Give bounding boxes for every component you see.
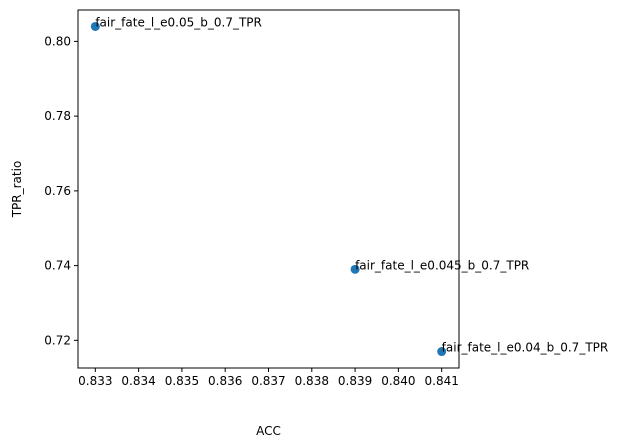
y-tick-label: 0.76 xyxy=(44,184,71,198)
point-label: fair_fate_l_e0.045_b_0.7_TPR xyxy=(355,258,529,272)
x-tick-label: 0.834 xyxy=(121,374,155,388)
scatter-point xyxy=(437,347,447,357)
y-tick-label: 0.74 xyxy=(44,259,71,273)
x-tick-label: 0.836 xyxy=(208,374,242,388)
y-tick-label: 0.72 xyxy=(44,333,71,347)
scatter-point xyxy=(350,264,360,274)
plot-frame xyxy=(77,9,460,369)
scatter-point xyxy=(90,21,100,31)
x-tick-label: 0.835 xyxy=(165,374,199,388)
x-tick-label: 0.833 xyxy=(78,374,112,388)
x-tick-label: 0.840 xyxy=(381,374,415,388)
y-tick-label: 0.80 xyxy=(44,34,71,48)
y-axis: 0.72 0.74 0.76 0.78 0.80 xyxy=(44,34,78,347)
x-axis: 0.833 0.834 0.835 0.836 0.837 0.838 0.839 0.840… xyxy=(78,368,459,388)
data-points xyxy=(90,21,447,357)
x-tick-label: 0.837 xyxy=(251,374,285,388)
point-labels: fair_fate_l_e0.05_b_0.7_TPR fair_fate_l_e… xyxy=(95,15,608,354)
x-tick-label: 0.841 xyxy=(425,374,459,388)
point-label: fair_fate_l_e0.04_b_0.7_TPR xyxy=(442,341,609,355)
x-axis-label: ACC xyxy=(256,424,281,438)
x-tick-label: 0.838 xyxy=(295,374,329,388)
y-axis-label: TPR_ratio xyxy=(10,161,24,219)
x-tick-label: 0.839 xyxy=(338,374,372,388)
y-tick-label: 0.78 xyxy=(44,109,71,123)
plot-area xyxy=(78,10,459,368)
point-label: fair_fate_l_e0.05_b_0.7_TPR xyxy=(95,15,262,29)
